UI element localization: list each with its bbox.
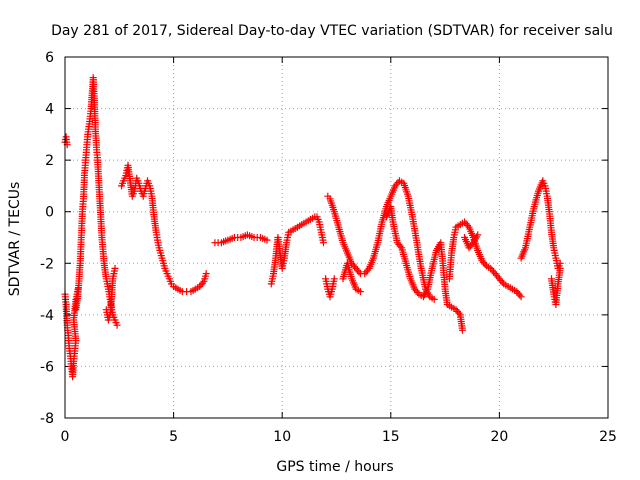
data-point bbox=[330, 275, 338, 283]
data-point bbox=[396, 242, 404, 250]
data-point bbox=[517, 293, 525, 301]
y-tick-label: -2 bbox=[40, 256, 54, 272]
data-point bbox=[459, 326, 466, 334]
x-tick-label: 25 bbox=[599, 429, 617, 445]
y-tick-label: 2 bbox=[45, 153, 54, 169]
x-tick-label: 5 bbox=[169, 429, 178, 445]
data-point bbox=[474, 231, 482, 239]
y-tick-label: 6 bbox=[45, 50, 54, 66]
x-tick-label: 15 bbox=[382, 429, 400, 445]
data-point bbox=[414, 289, 422, 296]
data-point bbox=[320, 239, 327, 247]
data-points bbox=[61, 74, 564, 381]
data-point bbox=[516, 291, 524, 299]
data-point bbox=[113, 321, 121, 329]
data-point bbox=[355, 268, 363, 276]
y-tick-label: -6 bbox=[40, 359, 54, 375]
data-point bbox=[111, 264, 119, 272]
data-point bbox=[356, 288, 364, 296]
chart-title: Day 281 of 2017, Sidereal Day-to-day VTE… bbox=[51, 23, 613, 39]
y-tick-label: -4 bbox=[40, 308, 54, 324]
y-tick-label: 4 bbox=[45, 102, 54, 118]
y-tick-label: 0 bbox=[45, 205, 54, 221]
data-point bbox=[263, 236, 271, 244]
data-point bbox=[556, 264, 564, 272]
data-point bbox=[202, 270, 210, 278]
y-axis-label: SDTVAR / TECUs bbox=[7, 182, 23, 297]
data-point bbox=[430, 295, 438, 303]
x-tick-label: 0 bbox=[61, 429, 70, 445]
data-point bbox=[468, 240, 476, 248]
plot-frame bbox=[64, 56, 609, 419]
data-point bbox=[498, 278, 506, 286]
x-tick-label: 10 bbox=[273, 429, 291, 445]
grid bbox=[64, 56, 609, 419]
tick-labels: 0 5 10 15 20 25 -8 -6 -4 -2 0 2 4 6 bbox=[40, 50, 617, 445]
x-tick-label: 20 bbox=[490, 429, 508, 445]
x-axis-label: GPS time / hours bbox=[276, 459, 393, 475]
data-point bbox=[464, 222, 471, 229]
y-tick-label: -8 bbox=[40, 411, 54, 427]
